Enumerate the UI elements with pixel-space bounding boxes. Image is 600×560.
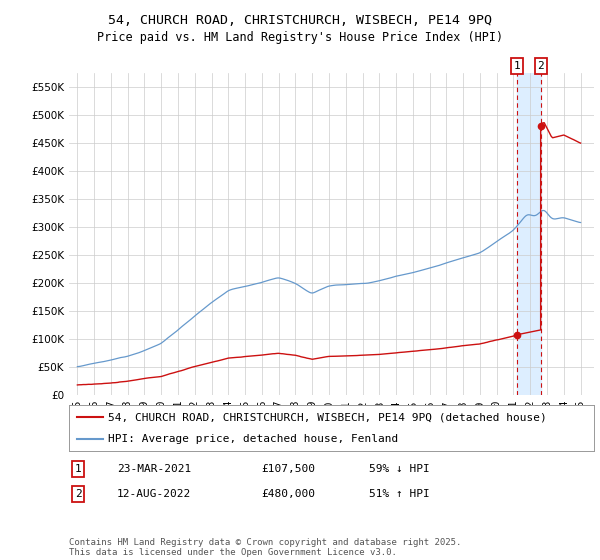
Text: £107,500: £107,500 — [261, 464, 315, 474]
Text: 12-AUG-2022: 12-AUG-2022 — [117, 489, 191, 499]
Text: 2: 2 — [537, 61, 544, 71]
Text: 2: 2 — [74, 489, 82, 499]
Text: Price paid vs. HM Land Registry's House Price Index (HPI): Price paid vs. HM Land Registry's House … — [97, 31, 503, 44]
Text: £480,000: £480,000 — [261, 489, 315, 499]
Text: 51% ↑ HPI: 51% ↑ HPI — [369, 489, 430, 499]
Text: 54, CHURCH ROAD, CHRISTCHURCH, WISBECH, PE14 9PQ (detached house): 54, CHURCH ROAD, CHRISTCHURCH, WISBECH, … — [109, 412, 547, 422]
Text: 54, CHURCH ROAD, CHRISTCHURCH, WISBECH, PE14 9PQ: 54, CHURCH ROAD, CHRISTCHURCH, WISBECH, … — [108, 14, 492, 27]
Text: 1: 1 — [514, 61, 521, 71]
Text: 23-MAR-2021: 23-MAR-2021 — [117, 464, 191, 474]
Text: Contains HM Land Registry data © Crown copyright and database right 2025.
This d: Contains HM Land Registry data © Crown c… — [69, 538, 461, 557]
Bar — [517, 73, 541, 395]
Text: HPI: Average price, detached house, Fenland: HPI: Average price, detached house, Fenl… — [109, 435, 398, 444]
Text: 1: 1 — [74, 464, 82, 474]
Text: 59% ↓ HPI: 59% ↓ HPI — [369, 464, 430, 474]
